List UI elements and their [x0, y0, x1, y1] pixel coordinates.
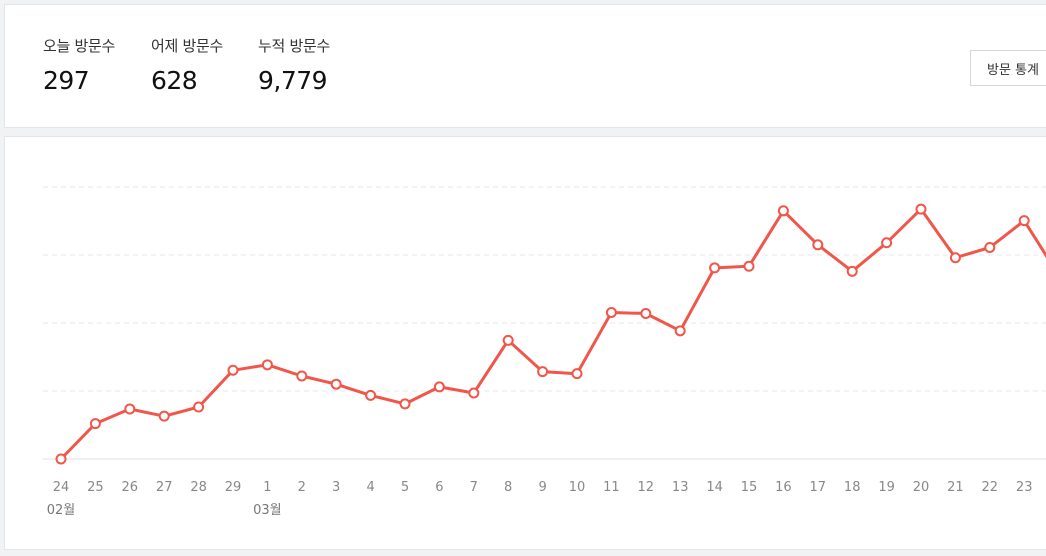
visit-stats-button[interactable]: 방문 통계: [970, 50, 1046, 86]
x-tick-label: 1: [263, 480, 271, 495]
x-tick-label: 5: [401, 480, 409, 495]
x-tick-label: 6: [435, 480, 443, 495]
x-tick-label: 21: [947, 480, 964, 495]
x-tick-label: 27: [156, 480, 173, 495]
yesterday-visits: 어제 방문수 628: [151, 35, 223, 95]
x-tick-label: 16: [775, 480, 792, 495]
x-tick-label: 24: [53, 480, 70, 495]
x-tick-label: 3: [332, 480, 340, 495]
data-point: [571, 368, 583, 380]
data-point: [640, 307, 652, 319]
data-point: [674, 325, 686, 337]
x-tick-label: 22: [982, 480, 999, 495]
x-tick-label: 29: [225, 480, 242, 495]
x-tick-label: 8: [504, 480, 512, 495]
data-point: [537, 366, 549, 378]
data-point: [743, 260, 755, 272]
data-point: [124, 403, 136, 415]
data-point: [296, 370, 308, 382]
x-tick-label: 12: [638, 480, 655, 495]
x-tick-label: 18: [844, 480, 861, 495]
x-tick-label: 13: [672, 480, 689, 495]
yesterday-visits-value: 628: [151, 66, 198, 95]
total-visits-label: 누적 방문수: [258, 37, 330, 55]
data-point: [55, 453, 67, 465]
visits-line-chart: 24 25 26 27 28 29 1 2 3 4 5 6 7 8 9 10 11 12 13 14 15 16 17 18 1…: [43, 186, 1046, 518]
total-visits-value: 9,779: [258, 66, 328, 95]
x-tick-label: 2: [298, 480, 306, 495]
x-tick-label: 17: [810, 480, 827, 495]
yesterday-visits-label: 어제 방문수: [151, 37, 223, 55]
data-point: [365, 389, 377, 401]
x-tick-label: 15: [741, 480, 758, 495]
data-point: [812, 239, 824, 251]
x-tick-label: 23: [1016, 480, 1033, 495]
data-point: [777, 205, 789, 217]
data-point: [227, 364, 239, 376]
total-visits: 누적 방문수 9,779: [258, 35, 330, 95]
month-label: 02월: [47, 503, 76, 518]
today-visits-value: 297: [43, 66, 90, 95]
x-tick-label: 19: [878, 480, 895, 495]
data-point: [915, 203, 927, 215]
data-point: [709, 262, 721, 274]
visit-stats-card: 오늘 방문수 297 어제 방문수 628 누적 방문수 9,779 방문 통계: [4, 4, 1046, 128]
month-label: 03월: [253, 503, 282, 518]
data-point: [399, 398, 411, 410]
x-tick-label: 9: [538, 480, 546, 495]
x-tick-label: 7: [470, 480, 478, 495]
x-tick-label: 11: [603, 480, 620, 495]
visits-chart-card: 24 25 26 27 28 29 1 2 3 4 5 6 7 8 9 10 11 12 13 14 15 16 17 18 1…: [4, 136, 1046, 550]
x-tick-label: 28: [190, 480, 207, 495]
x-tick-label: 4: [366, 480, 374, 495]
data-point: [1018, 215, 1030, 227]
data-point: [605, 306, 617, 318]
x-tick-label: 26: [122, 480, 139, 495]
data-point: [89, 418, 101, 430]
today-visits-label: 오늘 방문수: [43, 37, 115, 55]
data-point: [193, 401, 205, 413]
data-point: [158, 410, 170, 422]
x-tick-label: 25: [87, 480, 104, 495]
data-point: [881, 237, 893, 249]
today-visits: 오늘 방문수 297: [43, 35, 115, 95]
data-point: [330, 378, 342, 390]
series-line: [59, 207, 1046, 461]
data-point: [468, 387, 480, 399]
data-point: [261, 359, 273, 371]
x-tick-label: 10: [569, 480, 586, 495]
data-point: [846, 265, 858, 277]
x-tick-label: 14: [706, 480, 723, 495]
data-point: [984, 242, 996, 254]
data-point: [433, 381, 445, 393]
x-tick-label: 20: [913, 480, 930, 495]
data-point: [502, 334, 514, 346]
data-point: [949, 252, 961, 264]
